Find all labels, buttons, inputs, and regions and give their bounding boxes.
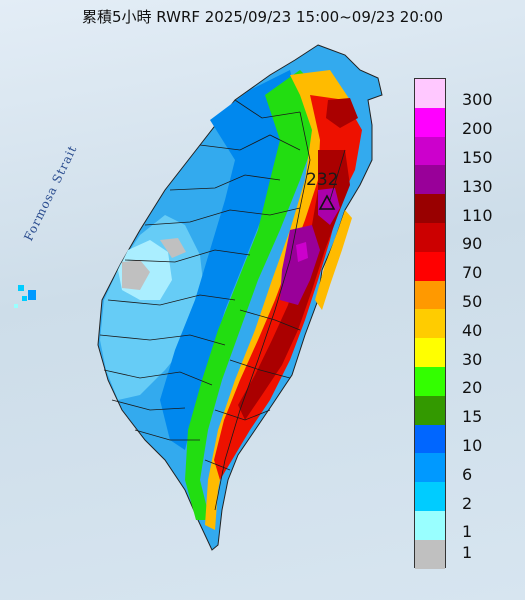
penghu-islands [14, 285, 36, 308]
purple-peak-area-2 [318, 188, 340, 225]
legend-swatch [415, 222, 445, 252]
legend-label: 40 [462, 320, 483, 340]
legend-label: 50 [462, 292, 483, 311]
legend-swatch [415, 510, 445, 540]
legend-swatch [415, 453, 445, 483]
legend-label: 110 [462, 205, 493, 225]
gray-dry-area-2 [160, 238, 186, 258]
legend-label: 20 [462, 378, 483, 398]
legend-swatch [415, 482, 445, 511]
legend-label: 30 [462, 349, 483, 369]
legend-swatch [415, 395, 445, 425]
gray-dry-area [122, 260, 150, 290]
central-blue-belt [160, 70, 300, 450]
legend-label: 1 [462, 543, 473, 563]
legend-label: 150 [462, 148, 493, 167]
legend-labels: 300 200 150 130 110 90 70 50 40 30 20 15 10 6 2 1 1 [452, 78, 512, 568]
legend-label: 300 [462, 90, 493, 110]
legend-swatch [415, 136, 445, 166]
legend-label: 1 [462, 522, 473, 542]
legend-label: 200 [462, 119, 493, 139]
legend-swatch [415, 366, 445, 396]
triangle-peak-icon [318, 194, 336, 210]
legend-swatch [415, 107, 445, 137]
legend-swatch [415, 280, 445, 310]
legend-swatch [415, 309, 445, 339]
green-band [185, 70, 320, 520]
east-coast-strip [315, 210, 352, 310]
legend-label: 70 [462, 263, 483, 283]
purple-peak-spot [296, 242, 308, 262]
legend-label: 15 [462, 407, 483, 427]
legend-label: 10 [462, 436, 483, 455]
dark-red-spot-north [326, 98, 358, 128]
legend-swatch [415, 194, 445, 223]
legend-swatch [415, 79, 445, 108]
legend-label: 6 [462, 464, 473, 484]
legend-swatch [415, 251, 445, 281]
legend-label: 90 [462, 234, 483, 254]
legend-label: 2 [462, 493, 473, 513]
legend-label: 130 [462, 176, 493, 196]
purple-peak-area [280, 225, 320, 305]
legend-swatch [415, 338, 445, 367]
peak-value-label: 232 [306, 170, 339, 190]
county-boundaries [99, 99, 346, 511]
legend-swatch [415, 165, 445, 195]
legend-swatch [415, 424, 445, 454]
legend-color-bar [414, 78, 446, 569]
legend-swatch [415, 539, 445, 569]
map-title: 累積5小時 RWRF 2025/09/23 15:00~09/23 20:00 [81, 8, 444, 26]
